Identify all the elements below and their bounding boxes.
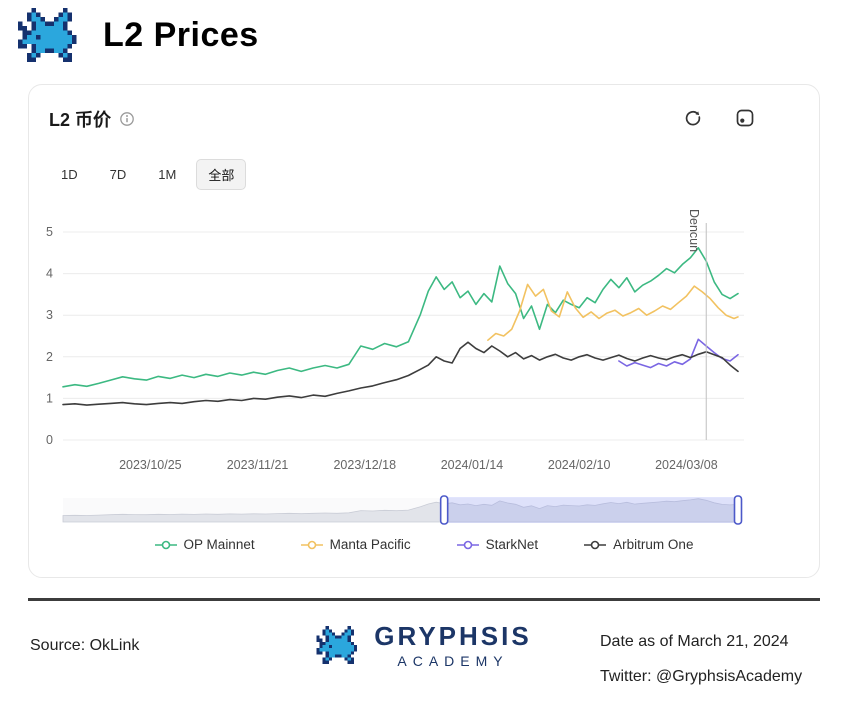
range-button-all[interactable]: 全部 [196,159,247,190]
x-tick-label: 2023/11/21 [227,458,289,472]
series-line-manta-pacific [487,283,739,341]
legend-marker [584,540,607,549]
y-tick-label: 3 [46,308,53,322]
brush-selected-region[interactable] [444,497,738,523]
twitter-text: Twitter: @GryphsisAcademy [600,668,803,685]
legend-label: Manta Pacific [329,537,411,552]
brush-mini-chart [62,498,739,523]
chart-title: L2 币价 [49,110,112,130]
series-line-arbitrum-one [62,341,739,406]
legend-marker [456,540,479,549]
x-tick-label: 2024/03/08 [655,458,718,472]
gryphsis-dragon-logo [18,8,77,62]
range-button-1m[interactable]: 1M [146,159,188,190]
chart-card: L2 币价 1D 7D 1M 全部 0 1 2 3 4 5 2023/10/25 2023/1… [28,84,820,578]
series-line-op-mainnet [62,247,739,388]
brand-name: GRYPHSIS [374,621,532,651]
footer-right: Date as of March 21, 2024 Twitter: @Gryp… [600,633,802,686]
y-tick-label: 1 [46,391,53,405]
legend-marker [300,540,323,549]
date-text: Date as of March 21, 2024 [600,633,789,650]
legend-label: Arbitrum One [613,537,694,552]
chart-svg[interactable]: 0 1 2 3 4 5 2023/10/25 2023/11/21 2023/12/18 2024… [29,85,821,579]
legend-item-starknet[interactable]: StarkNet [456,537,539,552]
legend-item-op-mainnet[interactable]: OP Mainnet [154,537,255,552]
x-tick-label: 2024/01/14 [441,458,504,472]
legend: OP Mainnet Manta Pacific StarkNet Arbitrum … [29,537,819,552]
brush-handle-left[interactable] [439,495,449,525]
x-tick-label: 2024/02/10 [548,458,611,472]
series-line-starknet [618,338,739,369]
y-tick-label: 0 [46,433,53,447]
x-tick-label: 2023/12/18 [333,458,396,472]
refresh-icon[interactable] [683,108,703,128]
y-tick-label: 5 [46,225,53,239]
dencun-annotation-label: Dencun [687,209,701,252]
page-footer: Source: OkLink GRYPHSIS ACADEMY Date as … [0,601,848,702]
card-header: L2 币价 [49,105,799,133]
brush-handle-right[interactable] [733,495,743,525]
y-tick-label: 4 [46,267,53,281]
y-tick-label: 2 [46,350,53,364]
source-text: Source: OkLink [30,637,140,654]
legend-item-arbitrum-one[interactable]: Arbitrum One [584,537,693,552]
legend-item-manta-pacific[interactable]: Manta Pacific [300,537,411,552]
brand-subtitle: ACADEMY [397,653,509,669]
gryphsis-dragon-logo-small [316,626,358,664]
legend-label: OP Mainnet [183,537,255,552]
footer-brand: GRYPHSIS ACADEMY [316,621,531,669]
x-tick-label: 2023/10/25 [119,458,182,472]
page-title: L2 Prices [103,15,259,54]
time-range-selector: 1D 7D 1M 全部 [49,159,247,190]
legend-marker [154,540,177,549]
range-button-7d[interactable]: 7D [98,159,139,190]
range-button-1d[interactable]: 1D [49,159,90,190]
brand-text: GRYPHSIS ACADEMY [374,621,531,669]
legend-label: StarkNet [485,537,539,552]
app-header: L2 Prices [18,8,259,62]
card-actions [683,108,755,128]
info-icon[interactable] [119,111,135,127]
screenshot-icon[interactable] [735,108,755,128]
footer-divider [28,598,820,601]
